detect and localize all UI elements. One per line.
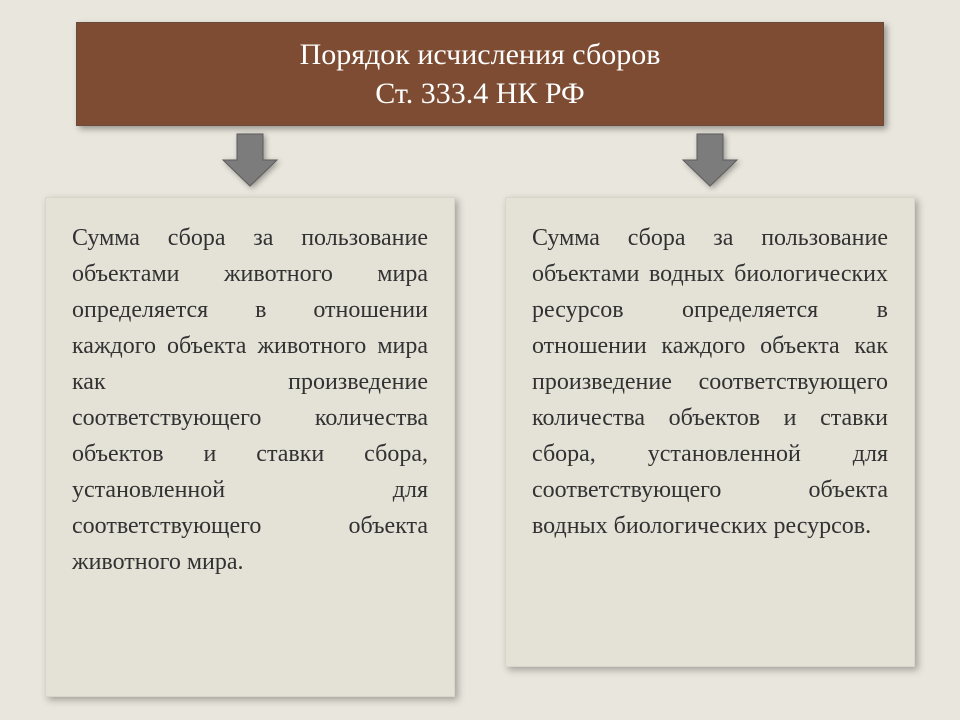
left-content-box: Сумма сбора за пользование объектами жив… — [45, 197, 455, 697]
arrow-left — [221, 132, 279, 188]
header-line1: Порядок исчисления сборов — [300, 35, 661, 74]
header-box: Порядок исчисления сборов Ст. 333.4 НК Р… — [76, 22, 884, 126]
arrow-right — [681, 132, 739, 188]
arrow-down-icon — [683, 134, 737, 186]
right-content-box: Сумма сбора за пользование объектами вод… — [505, 197, 915, 667]
right-content-text: Сумма сбора за пользование объектами вод… — [532, 220, 888, 544]
arrow-down-icon — [223, 134, 277, 186]
header-line2: Ст. 333.4 НК РФ — [375, 74, 585, 113]
left-content-text: Сумма сбора за пользование объектами жив… — [72, 220, 428, 580]
